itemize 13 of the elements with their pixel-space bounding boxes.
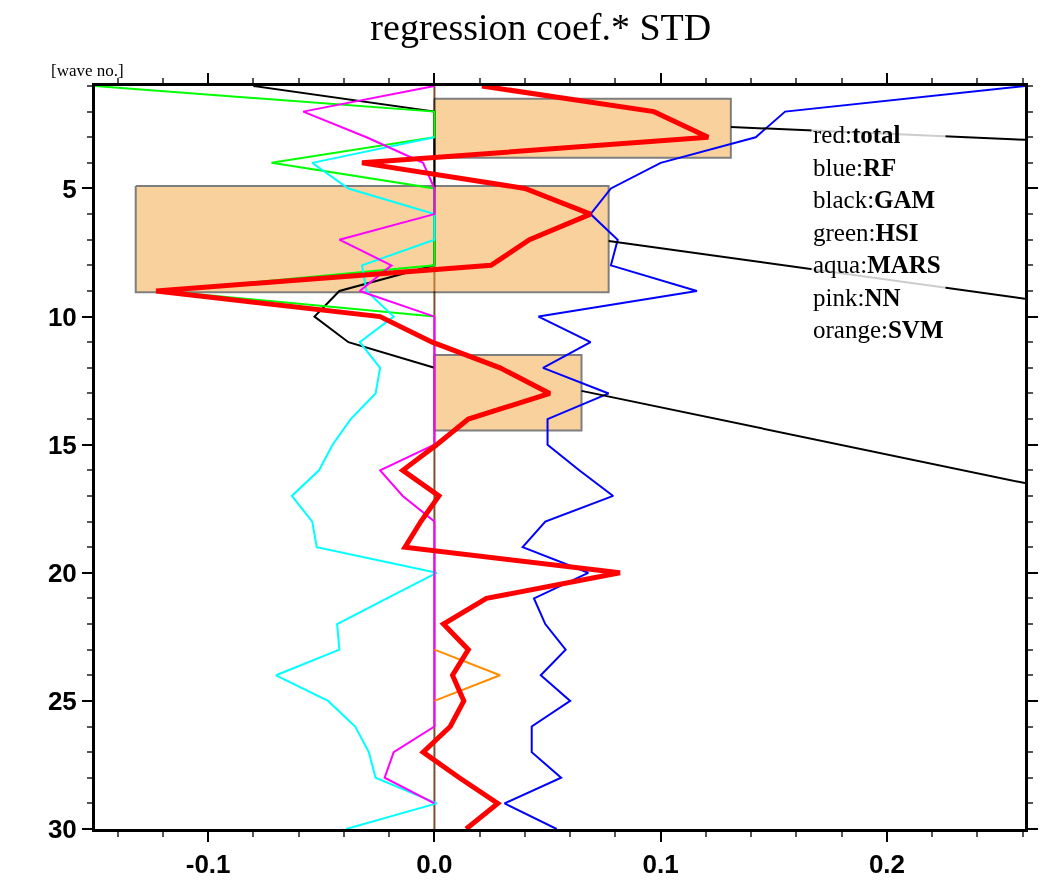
y-tick-label: 10 bbox=[47, 301, 77, 332]
y-tick-label: 20 bbox=[47, 557, 77, 588]
y-tick-label: 25 bbox=[47, 686, 77, 716]
x-tick-label: 0.1 bbox=[642, 849, 679, 880]
x-tick-label: -0.1 bbox=[185, 849, 231, 880]
x-tick-label: 0.0 bbox=[416, 849, 453, 880]
x-tick-label: 0.2 bbox=[868, 849, 906, 880]
chart-title: regression coef.* STD bbox=[370, 6, 712, 49]
y-tick-label: 5 bbox=[62, 173, 77, 204]
y-tick-label: 15 bbox=[47, 429, 77, 460]
y-tick-label: 30 bbox=[47, 814, 77, 845]
y-axis-title: [wave no.] bbox=[51, 61, 124, 80]
text: red:total blue:RF black:GAM green:HSI aqua:MARS pink:NN orange:SVM bbox=[813, 121, 944, 343]
